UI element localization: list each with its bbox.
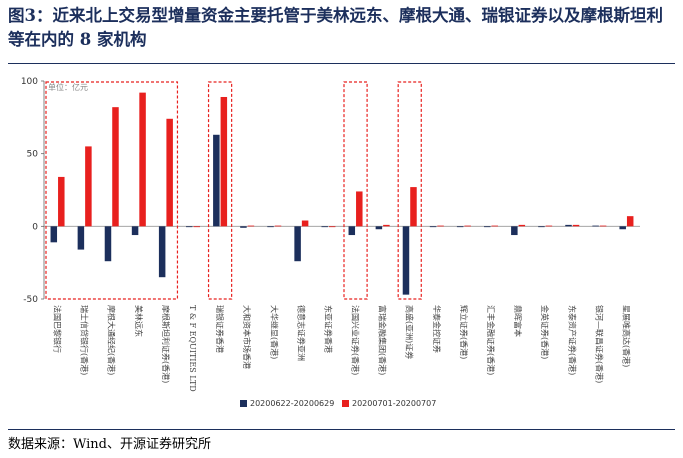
category-label: 汇丰金融证券(香港) [486,305,496,375]
highlight-boxes [45,81,422,300]
bar-s1-4 [158,226,166,278]
category-label: 摩根大通经纪(香港) [107,305,117,375]
bar-s2-6 [220,96,228,227]
bars [50,92,634,295]
highlight-box [45,81,179,300]
bar-s1-9 [294,226,301,262]
bar-s2-8 [274,225,282,227]
y-tick-label: 0 [32,222,38,232]
bar-s1-15 [456,226,464,228]
legend-swatch [240,400,247,407]
category-label: 法国巴黎银行 [53,305,63,353]
bar-s1-7 [240,226,247,228]
bar-s2-18 [545,225,553,227]
bar-s1-18 [538,226,545,228]
highlight-box [343,81,368,300]
bar-s1-1 [77,226,85,250]
bar-s2-1 [85,146,92,227]
legend-swatch [342,400,349,407]
category-label: 辉立证券(香港) [459,305,469,359]
bar-s1-11 [348,226,356,236]
bar-s2-17 [518,224,526,227]
bar-s1-5 [186,226,193,228]
highlight-box [207,81,233,300]
bar-s1-17 [511,226,518,236]
bar-s2-21 [626,216,634,227]
bar-s1-16 [484,226,491,228]
category-label: 瑞士信贷银行(香港) [80,305,90,375]
highlight-box [397,81,422,300]
bar-s2-13 [410,187,417,227]
category-label: 美林远东 [134,305,144,337]
unit-label: 单位：亿元 [48,82,88,92]
category-label: 高盛(亚洲)证券 [405,305,415,359]
category-label: 东泰资产证券(香港) [567,305,577,375]
bar-s1-19 [565,224,572,227]
category-label: 富瑞金融集团(香港) [378,305,388,375]
category-label: 瑞银证券香港 [215,305,225,353]
category-labels: 法国巴黎银行 瑞士信贷银行(香港) 摩根大通经纪(香港) 美林远东 摩根斯坦利证券(香港… [53,305,632,392]
bar-s2-19 [572,224,580,227]
bar-s2-9 [301,220,309,227]
bar-s1-6 [213,134,220,227]
category-label: T & F EQUITIES LTD [188,305,197,392]
bar-s2-15 [464,225,471,227]
bar-s2-4 [166,118,173,227]
bar-s2-7 [247,225,255,227]
legend: 20200622-20200629 20200701-20200707 [240,399,436,408]
bar-s1-14 [429,226,437,228]
category-label: 鼎晖富本 [513,305,523,337]
category-label: 银河—联昌证券(香港) [594,305,604,383]
category-label: 法国兴业证券(香港) [351,305,361,375]
bar-s1-3 [131,226,139,236]
category-label: 德意志证券亚洲 [296,305,306,361]
bar-s2-16 [491,225,498,227]
bar-s1-0 [50,226,58,243]
y-tick-label: -50 [23,295,38,305]
bar-s2-0 [58,176,65,227]
legend-label: 20200701-20200707 [352,399,436,408]
category-label: 华泰金控证券 [432,305,442,353]
bar-s2-11 [356,191,363,227]
bar-s1-2 [104,226,112,262]
bar-s1-21 [619,226,626,230]
category-label: 大华继显(香港) [269,305,279,359]
figure-title: 图3：近来北上交易型增量资金主要托管于美林远东、摩根大通、瑞银证券以及摩根斯坦利… [8,6,663,49]
category-label: 东亚证券香港 [323,305,333,353]
bar-s2-3 [139,92,146,227]
bar-s2-2 [112,107,119,227]
bar-s2-12 [383,224,390,227]
category-label: 大和资本市场香港 [242,305,252,369]
category-label: 摩根斯坦利证券(香港) [161,305,171,383]
source-note: 数据来源：Wind、开源证券研究所 [8,437,211,452]
bottom-rule [8,429,675,430]
bar-s2-10 [328,226,336,228]
bar-s2-14 [437,225,444,227]
bar-s2-20 [599,225,607,227]
bar-s1-8 [267,226,274,228]
category-label: 星展唯高达(香港) [621,305,631,367]
bar-s1-10 [321,226,328,228]
bar-s1-20 [592,225,599,227]
bar-s1-13 [402,226,410,295]
bar-s2-5 [193,226,200,228]
top-rule [8,63,675,64]
y-tick-label: 50 [27,150,39,160]
y-tick-label: 100 [21,77,38,87]
bar-chart: 100 50 0 -50 单位：亿元 法国巴黎银行 瑞士信贷银行(香港) 摩根大通经纪(香港… [21,77,640,408]
legend-label: 20200622-20200629 [250,399,334,408]
category-label: 金英证券(香港) [540,305,550,359]
bar-s1-12 [375,226,383,230]
